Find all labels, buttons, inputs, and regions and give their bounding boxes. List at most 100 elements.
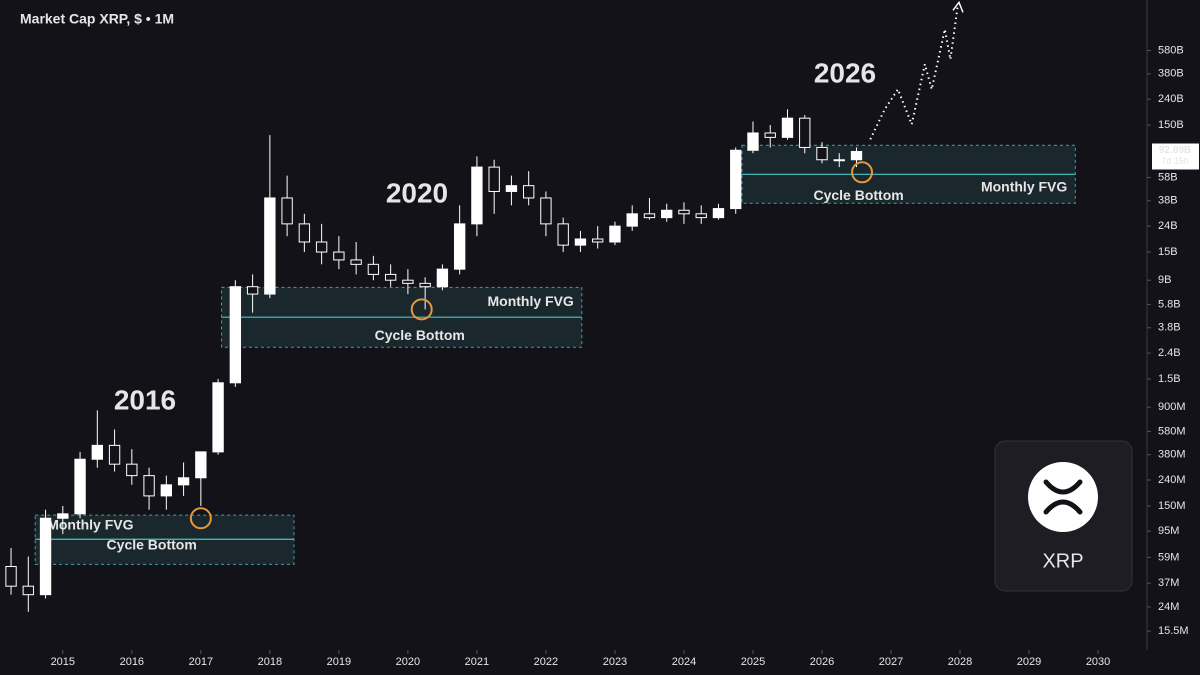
candle-body [402,279,414,284]
candle-body [574,238,587,246]
cycle-year-label: 2026 [814,57,876,88]
x-tick-label: 2019 [327,656,351,668]
y-tick-label: 24M [1158,601,1179,613]
y-tick-label: 5.8B [1158,298,1181,310]
y-tick-label: 58B [1158,171,1178,183]
y-tick-label: 900M [1158,401,1186,413]
candle-body [419,282,431,288]
cycle-year-label: 2016 [114,384,176,415]
cycle-bottom-marker [851,161,874,184]
projection-path [869,4,959,140]
y-tick-label: 24B [1158,220,1178,232]
candle-body [143,475,155,497]
y-tick-label: 95M [1158,525,1179,537]
cycle-bottom-marker [189,507,212,530]
candle-body [505,185,518,192]
candle-body [850,151,863,161]
x-tick-label: 2020 [396,656,420,668]
candle-body [643,213,656,219]
logo-circle [1028,462,1098,532]
candle-body [229,286,242,384]
cycle-bottom-marker [410,298,433,321]
candle-body [315,241,328,253]
candle-body [39,517,52,596]
y-tick-label: 15B [1158,246,1178,258]
candle-body [160,484,173,497]
y-tick-label: 37M [1158,577,1179,589]
candle-body [712,208,725,219]
y-tick-label: 3.8B [1158,322,1181,334]
y-tick-label: 38B [1158,195,1178,207]
cycle-bottom-label: Cycle Bottom [813,187,903,203]
x-tick-label: 2028 [948,656,972,668]
candle-body [384,273,397,281]
candle-body [471,166,483,225]
x-tick-label: 2024 [672,656,696,668]
price-tag-label: 92.89B [1159,145,1191,156]
x-tick-label: 2018 [258,656,282,668]
y-tick-label: 240B [1158,93,1184,105]
x-tick-label: 2022 [534,656,558,668]
candle-body [22,585,34,596]
candle-body [522,185,535,199]
y-tick-label: 380M [1158,449,1186,461]
candle-body [5,566,17,587]
cycle-year-label: 2020 [386,177,448,208]
x-tick-label: 2016 [120,656,144,668]
chart-title: Market Cap XRP, $ • 1M [20,11,174,27]
candle-body [730,149,742,210]
fvg-label: Monthly FVG [47,517,133,533]
candle-body [453,223,466,270]
y-tick-label: 1.5B [1158,373,1181,385]
y-tick-label: 15.5M [1158,625,1189,637]
candle-body [626,213,638,227]
candle-body [764,132,776,138]
candle-body [540,197,552,225]
candle-body [177,477,190,486]
logo-text: XRP [1042,550,1083,572]
y-tick-label: 150B [1158,119,1184,131]
candle-body [609,225,621,243]
x-tick-label: 2015 [51,656,75,668]
candle-body [108,444,121,465]
logo-card: XRP [994,440,1133,592]
candle-body [350,259,362,265]
candle-body [212,382,224,453]
y-tick-label: 150M [1158,500,1186,512]
y-tick-label: 59M [1158,551,1179,563]
candle-body [436,268,449,288]
x-tick-label: 2026 [810,656,834,668]
x-tick-label: 2030 [1086,656,1110,668]
candle-body [592,238,604,243]
price-tag-box [1152,143,1199,170]
candle-body [195,451,207,479]
candle-body [91,444,103,460]
candle-body [799,117,811,148]
y-tick-label: 580M [1158,425,1186,437]
logo-icon [1043,479,1083,515]
x-tick-label: 2021 [465,656,489,668]
candle-body [281,197,293,225]
x-tick-label: 2025 [741,656,765,668]
candle-body [833,159,845,162]
x-tick-label: 2017 [189,656,213,668]
x-tick-label: 2029 [1017,656,1041,668]
candle-body [781,117,794,138]
y-tick-label: 2.4B [1158,347,1181,359]
candle-body [74,458,86,515]
fvg-label: Monthly FVG [487,293,573,309]
candle-body [126,463,138,477]
candle-body [367,263,380,275]
candle-body [264,197,276,295]
candle-body [557,223,569,246]
y-tick-label: 9B [1158,274,1171,286]
x-tick-label: 2027 [879,656,903,668]
candle-body [57,513,69,519]
x-tick-label: 2023 [603,656,627,668]
y-tick-label: 380B [1158,68,1184,80]
cycle-bottom-label: Cycle Bottom [107,536,197,552]
candle-body [747,132,759,151]
candle-body [246,286,259,295]
